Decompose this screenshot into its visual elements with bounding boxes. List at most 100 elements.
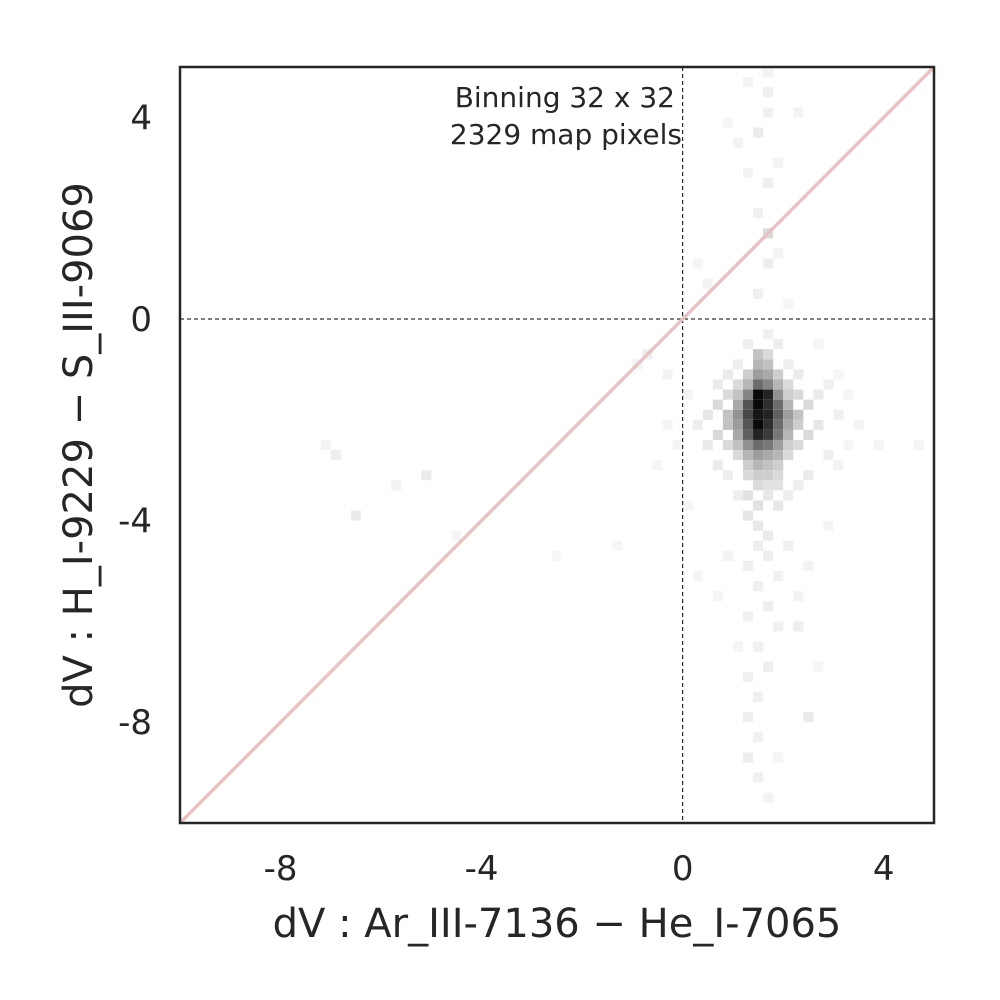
y-axis-ticks: -8 -4 0 4 [118, 98, 152, 743]
heatmap-cell [763, 601, 774, 612]
heatmap-cell [793, 369, 804, 380]
heatmap-cell [652, 460, 663, 471]
heatmap-cell [763, 87, 774, 98]
heatmap-cell [732, 450, 743, 461]
heatmap-cell [732, 429, 743, 440]
heatmap-cell [612, 540, 623, 551]
heatmap-cell [803, 429, 814, 440]
heatmap-cell [813, 419, 824, 430]
heatmap-cell [763, 359, 774, 370]
heatmap-cell [732, 419, 743, 430]
heatmap-cell [833, 409, 844, 420]
heatmap-cell [551, 550, 563, 561]
heatmap-cell [421, 470, 432, 481]
heatmap-cell [712, 429, 723, 440]
heatmap-cell [753, 288, 764, 299]
heatmap-cell [722, 369, 733, 380]
heatmap-cell [712, 591, 723, 602]
heatmap-cell [763, 258, 774, 269]
heatmap-cell [773, 752, 784, 763]
x-tick-label: -4 [465, 849, 499, 889]
heatmap-cell [763, 107, 774, 118]
heatmap-cell [793, 621, 804, 632]
heatmap-cell [742, 409, 754, 420]
x-tick-label: -8 [264, 849, 298, 889]
heatmap-cell [702, 439, 713, 451]
heatmap-cell [833, 460, 844, 471]
y-axis-label: dV : H_I-9229 − S_III-9069 [56, 182, 102, 708]
heatmap-cell [742, 450, 754, 461]
heatmap-cell [732, 389, 743, 400]
heatmap-cell [722, 419, 733, 430]
heatmap-cell [702, 278, 713, 289]
heatmap-cell [763, 369, 774, 380]
heatmap-cell [742, 399, 754, 410]
heatmap-cell [763, 439, 774, 451]
heatmap-cell [793, 480, 804, 491]
heatmap-cell [793, 389, 804, 400]
heatmap-cell [773, 500, 784, 511]
heatmap-cell [783, 450, 794, 461]
heatmap-cell [753, 480, 764, 491]
heatmap-cell [763, 399, 774, 410]
heatmap-cell [753, 409, 764, 420]
heatmap-cell [763, 419, 774, 430]
heatmap-cell [753, 439, 764, 451]
heatmap-cell [682, 500, 693, 511]
heatmap-cell [753, 641, 764, 652]
heatmap-cell [763, 329, 774, 340]
heatmap-cell [753, 470, 764, 481]
heatmap-cell [783, 379, 794, 390]
heatmap-cell [732, 490, 743, 501]
heatmap-cell [763, 389, 774, 400]
heatmap-cell [732, 137, 743, 148]
heatmap-cell [712, 379, 723, 390]
heatmap-cell [742, 419, 754, 430]
heatmap-cell [773, 248, 784, 259]
heatmap-cell [742, 167, 754, 178]
heatmap-cell [793, 419, 804, 430]
heatmap-cell [823, 520, 834, 531]
heatmap-cell [742, 470, 754, 481]
heatmap-cell [783, 359, 794, 370]
heatmap-cell [913, 439, 924, 451]
heatmap-cell [722, 470, 733, 481]
heatmap-cell [773, 450, 784, 461]
heatmap-cell [753, 500, 764, 511]
heatmap-cell [732, 359, 743, 370]
heatmap-cell [732, 409, 743, 420]
heatmap-cell [732, 399, 743, 410]
heatmap-cell [753, 369, 764, 380]
heatmap-cell [742, 439, 754, 451]
heatmap-cells [320, 67, 924, 803]
heatmap-cell [763, 470, 774, 481]
heatmap-cell [763, 177, 774, 188]
heatmap-cell [773, 409, 784, 420]
heatmap-cell [783, 399, 794, 410]
heatmap-cell [823, 450, 834, 461]
heatmap-cell [742, 611, 754, 622]
heatmap-cell [803, 560, 814, 571]
heatmap-cell [813, 339, 824, 350]
heatmap-cell [662, 369, 673, 380]
heatmap-cell [773, 460, 784, 471]
heatmap-cell [753, 419, 764, 430]
heatmap-cell [793, 409, 804, 420]
heatmap-cell [742, 560, 754, 571]
heatmap-cell [773, 480, 784, 491]
heatmap-cell [773, 379, 784, 390]
heatmap-cell [753, 732, 764, 743]
heatmap-cell [773, 439, 784, 451]
heatmap-cell [763, 480, 774, 491]
y-tick-label: -8 [118, 703, 152, 743]
heatmap-cell [783, 429, 794, 440]
heatmap-cell [763, 450, 774, 461]
heatmap-cell [742, 429, 754, 440]
heatmap-cell [753, 450, 764, 461]
y-tick-label: 0 [130, 300, 152, 340]
heatmap-cell [763, 530, 774, 541]
heatmap-cell [773, 419, 784, 430]
annotation-pixel-count: 2329 map pixels [450, 118, 682, 151]
heatmap-cell [763, 349, 774, 360]
heatmap-cell [722, 439, 733, 451]
